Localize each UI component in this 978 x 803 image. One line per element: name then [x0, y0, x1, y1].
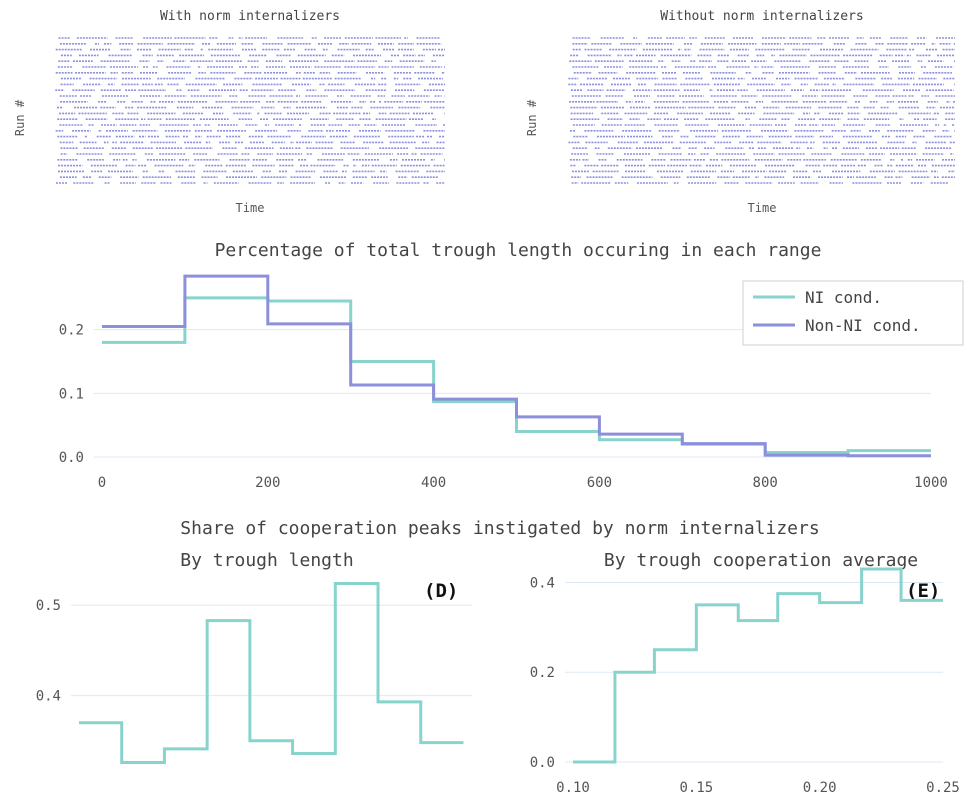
panel-e-ytick-label: 0.4	[530, 575, 555, 591]
hist-title: Percentage of total trough length occuri…	[215, 240, 822, 261]
legend-box	[742, 280, 964, 346]
panel-e-xtick-label: 0.15	[679, 780, 713, 796]
panel-d-title: By trough length	[180, 550, 353, 571]
trough-length-histogram: 0.0 0.1 0.2 0 200 400 600 800 1000	[59, 274, 948, 491]
hist-xtick-label: 200	[255, 475, 280, 491]
panel-e-xtick-label: 0.25	[926, 780, 960, 796]
panel-e-title: By trough cooperation average	[604, 550, 918, 571]
hist-xtick-label: 1000	[914, 475, 948, 491]
hist-ytick-label: 0.0	[59, 450, 84, 466]
raster-left-plot	[55, 37, 445, 184]
raster-right-title: Without norm internalizers	[660, 9, 864, 24]
legend-label-nonni: Non-NI cond.	[805, 316, 921, 335]
legend-label-ni: NI cond.	[805, 288, 882, 307]
hist-ytick-label: 0.1	[59, 386, 84, 402]
panel-e-chart: 0.0 0.2 0.4 0.10 0.15 0.20 0.25	[530, 567, 960, 796]
panel-e-series-line	[573, 567, 943, 764]
raster-left-title: With norm internalizers	[160, 9, 340, 24]
hist-xtick-label: 400	[421, 475, 446, 491]
panel-d-series-line	[79, 582, 464, 764]
raster-left-ylabel: Run #	[13, 99, 27, 136]
panel-d-ytick-label: 0.5	[36, 598, 61, 614]
hist-ytick-label: 0.2	[59, 323, 84, 339]
raster-right-plot	[568, 37, 955, 184]
panel-e-xtick-label: 0.20	[803, 780, 837, 796]
bottom-headline: Share of cooperation peaks instigated by…	[180, 518, 819, 539]
panel-d-chart: 0.40.50255075100	[36, 582, 472, 764]
panel-e-ytick-label: 0.0	[530, 755, 555, 771]
legend: NI cond. Non-NI cond.	[742, 280, 964, 346]
panel-e-label: (E)	[906, 580, 940, 602]
raster-left-xlabel: Time	[236, 201, 265, 215]
panel-d-ytick-label: 0.4	[36, 689, 61, 705]
panel-e-ytick-label: 0.2	[530, 665, 555, 681]
panel-e-xtick-label: 0.10	[556, 780, 590, 796]
hist-xtick-label: 800	[753, 475, 778, 491]
hist-series-line	[102, 274, 931, 458]
raster-right-xlabel: Time	[748, 201, 777, 215]
hist-xtick-label: 600	[587, 475, 612, 491]
panel-d-label: (D)	[424, 580, 458, 602]
raster-right-ylabel: Run #	[525, 99, 539, 136]
hist-xtick-label: 0	[98, 475, 106, 491]
